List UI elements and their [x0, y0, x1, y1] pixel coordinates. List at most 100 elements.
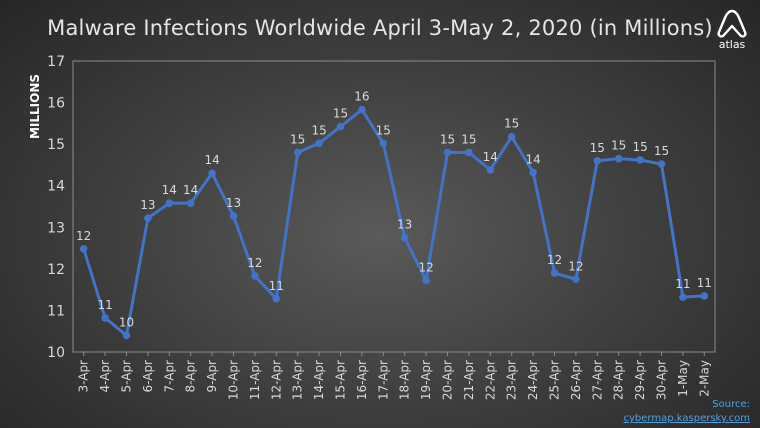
x-tick-label: 2-May [697, 360, 711, 397]
data-point [251, 272, 259, 280]
data-label: 15 [440, 132, 455, 146]
x-tick-label: 9-Apr [205, 360, 219, 393]
x-tick-label: 11-Apr [248, 360, 262, 400]
x-tick-label: 8-Apr [184, 360, 198, 393]
data-point [186, 199, 195, 207]
data-label: 14 [204, 153, 219, 167]
x-tick-label: 29-Apr [633, 360, 647, 400]
data-point [400, 233, 409, 242]
data-label: 13 [140, 198, 155, 212]
data-label: 11 [675, 277, 690, 291]
data-point [593, 156, 602, 165]
data-label: 15 [654, 144, 669, 158]
data-label: 15 [632, 140, 647, 154]
data-point [657, 160, 666, 168]
x-tick-label: 19-Apr [419, 360, 433, 400]
x-tick-label: 1-May [676, 360, 690, 397]
data-label: 15 [290, 132, 305, 146]
x-tick-label: 28-Apr [612, 360, 626, 400]
data-label: 14 [162, 183, 177, 197]
data-label: 15 [590, 141, 605, 155]
source-label: Source: [712, 399, 750, 410]
data-label: 14 [183, 183, 198, 197]
data-label: 12 [568, 259, 583, 273]
source-link[interactable]: cybermap.kaspersky.com [623, 413, 750, 424]
x-tick-label: 24-Apr [526, 360, 540, 400]
atlas-logo: atlas [712, 8, 752, 52]
data-label: 14 [483, 150, 498, 164]
data-point [229, 212, 238, 220]
data-point [636, 156, 644, 164]
data-point [443, 148, 452, 157]
x-tick-label: 16-Apr [355, 360, 369, 400]
x-tick-label: 26-Apr [569, 360, 583, 400]
data-point [101, 314, 109, 322]
x-tick-label: 23-Apr [505, 360, 519, 400]
data-point [79, 245, 88, 253]
data-point [614, 154, 623, 163]
data-point [700, 292, 709, 300]
y-axis-title: MILLIONS [28, 74, 42, 139]
data-label: 14 [525, 152, 540, 166]
data-point [165, 199, 174, 207]
data-label: 15 [311, 123, 326, 137]
y-tick-label: 14 [47, 179, 65, 195]
y-tick-label: 17 [47, 54, 65, 70]
x-tick-label: 18-Apr [398, 360, 412, 400]
x-tick-label: 22-Apr [483, 360, 497, 400]
data-point [572, 275, 580, 284]
x-tick-label: 14-Apr [312, 360, 326, 400]
data-label: 13 [226, 196, 241, 210]
data-point [465, 148, 473, 157]
x-tick-label: 25-Apr [548, 360, 562, 400]
data-point [529, 168, 537, 177]
data-label: 12 [547, 253, 562, 267]
y-tick-label: 15 [47, 137, 65, 153]
chart-title: Malware Infections Worldwide April 3-May… [47, 16, 713, 40]
y-tick-label: 12 [47, 262, 65, 278]
data-label: 12 [76, 229, 91, 243]
data-label: 15 [504, 117, 519, 131]
data-label: 15 [333, 107, 348, 121]
data-label: 15 [461, 132, 476, 146]
data-label: 11 [269, 279, 284, 293]
x-tick-label: 5-Apr [120, 360, 134, 393]
x-tick-label: 4-Apr [98, 360, 112, 393]
data-point [315, 139, 323, 148]
data-point [208, 169, 216, 178]
y-tick-label: 16 [47, 96, 65, 112]
data-point [679, 293, 687, 301]
data-label: 11 [697, 276, 712, 290]
plot-frame [72, 60, 716, 353]
x-tick-label: 20-Apr [441, 360, 455, 400]
data-label: 15 [611, 139, 626, 153]
x-tick-label: 7-Apr [162, 360, 176, 393]
data-label: 10 [119, 315, 134, 329]
data-point [422, 276, 430, 285]
x-tick-label: 21-Apr [462, 360, 476, 400]
x-tick-label: 17-Apr [376, 360, 390, 400]
x-tick-label: 12-Apr [269, 360, 283, 400]
data-point [122, 331, 131, 340]
data-label: 12 [418, 260, 433, 274]
x-tick-label: 10-Apr [227, 360, 241, 400]
source-note: Source: cybermap.kaspersky.com [624, 398, 750, 426]
data-label: 12 [247, 256, 262, 270]
data-point [550, 269, 559, 277]
data-point [272, 294, 281, 303]
data-point [358, 105, 366, 114]
data-label: 11 [97, 298, 112, 312]
y-tick-label: 11 [47, 303, 65, 319]
data-point [379, 139, 388, 148]
data-point [486, 166, 495, 174]
y-tick-label: 10 [47, 345, 65, 361]
data-label: 13 [397, 218, 412, 232]
atlas-logo-icon [717, 9, 747, 38]
data-point [507, 132, 516, 141]
x-tick-label: 15-Apr [334, 360, 348, 400]
x-tick-label: 27-Apr [590, 360, 604, 400]
x-tick-label: 13-Apr [291, 360, 305, 400]
x-tick-label: 3-Apr [77, 360, 91, 393]
